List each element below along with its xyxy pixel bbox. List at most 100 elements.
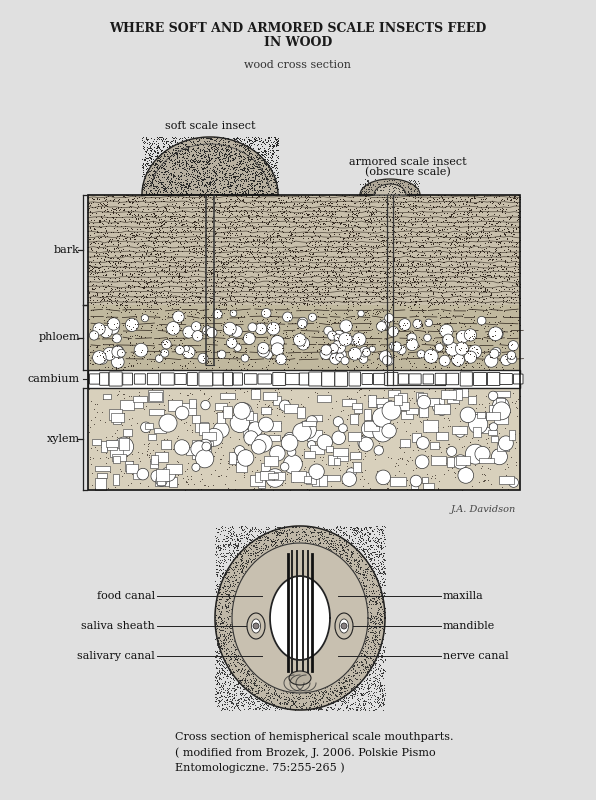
- Point: [222, 587, 231, 600]
- Point: [211, 522, 221, 534]
- Circle shape: [332, 431, 346, 445]
- Point: [303, 253, 312, 266]
- Point: [262, 586, 272, 599]
- Point: [253, 218, 263, 230]
- Point: [272, 162, 281, 174]
- Point: [441, 294, 451, 307]
- Point: [193, 184, 202, 197]
- Point: [455, 233, 464, 246]
- Point: [234, 278, 243, 290]
- Point: [334, 616, 343, 629]
- Point: [330, 593, 339, 606]
- Point: [373, 584, 383, 597]
- Point: [280, 695, 289, 708]
- Point: [339, 538, 349, 551]
- Point: [259, 136, 269, 149]
- Point: [224, 396, 234, 409]
- Point: [88, 265, 97, 278]
- Point: [398, 178, 408, 191]
- Point: [439, 250, 449, 263]
- Point: [361, 202, 371, 214]
- Point: [215, 548, 225, 561]
- Point: [234, 699, 243, 712]
- Point: [238, 629, 247, 642]
- Point: [252, 538, 261, 551]
- Point: [445, 306, 454, 319]
- Point: [378, 557, 388, 570]
- Point: [356, 633, 365, 646]
- Point: [228, 601, 237, 614]
- Point: [130, 344, 139, 357]
- Point: [350, 686, 360, 699]
- Point: [229, 222, 238, 234]
- Point: [320, 627, 330, 640]
- Point: [304, 214, 313, 226]
- Point: [257, 558, 266, 570]
- Point: [215, 559, 225, 572]
- Circle shape: [197, 453, 210, 466]
- Point: [309, 217, 318, 230]
- Point: [136, 330, 146, 343]
- Point: [194, 208, 204, 221]
- Point: [370, 663, 380, 676]
- Point: [222, 686, 232, 699]
- Point: [293, 646, 302, 658]
- Point: [376, 536, 386, 549]
- Point: [275, 567, 284, 580]
- FancyBboxPatch shape: [213, 373, 223, 385]
- Point: [229, 160, 239, 173]
- Point: [350, 564, 360, 577]
- Point: [346, 219, 355, 232]
- Point: [168, 478, 178, 491]
- Point: [356, 674, 366, 687]
- Point: [282, 602, 291, 615]
- Point: [359, 276, 369, 289]
- Point: [232, 530, 242, 542]
- Point: [221, 147, 230, 160]
- Point: [491, 397, 501, 410]
- Point: [227, 571, 237, 584]
- Point: [266, 134, 275, 146]
- Point: [237, 580, 247, 593]
- Point: [166, 173, 175, 186]
- Point: [406, 262, 415, 274]
- Point: [383, 216, 392, 229]
- Point: [271, 160, 281, 173]
- Point: [159, 217, 168, 230]
- Point: [390, 178, 400, 190]
- Point: [380, 664, 389, 677]
- Point: [342, 575, 352, 588]
- Point: [356, 550, 365, 562]
- Point: [99, 191, 108, 204]
- Point: [197, 277, 206, 290]
- Point: [349, 211, 358, 224]
- Point: [210, 151, 220, 164]
- Point: [425, 434, 434, 446]
- Point: [319, 532, 328, 545]
- Point: [463, 218, 473, 230]
- Point: [247, 184, 257, 197]
- Point: [285, 448, 294, 461]
- Point: [225, 238, 234, 250]
- Point: [260, 630, 270, 643]
- Point: [371, 473, 380, 486]
- Point: [232, 591, 241, 604]
- Point: [141, 274, 151, 287]
- Point: [326, 588, 336, 601]
- Point: [359, 599, 368, 612]
- Point: [357, 630, 367, 642]
- Point: [176, 157, 186, 170]
- Point: [513, 211, 523, 224]
- Point: [272, 171, 281, 184]
- Point: [299, 229, 308, 242]
- Point: [116, 305, 126, 318]
- Point: [233, 693, 243, 706]
- Point: [332, 566, 342, 579]
- Point: [182, 424, 192, 437]
- Point: [161, 160, 170, 173]
- Point: [191, 152, 200, 165]
- Point: [269, 138, 278, 151]
- Point: [141, 241, 151, 254]
- Point: [251, 684, 260, 697]
- Point: [255, 149, 265, 162]
